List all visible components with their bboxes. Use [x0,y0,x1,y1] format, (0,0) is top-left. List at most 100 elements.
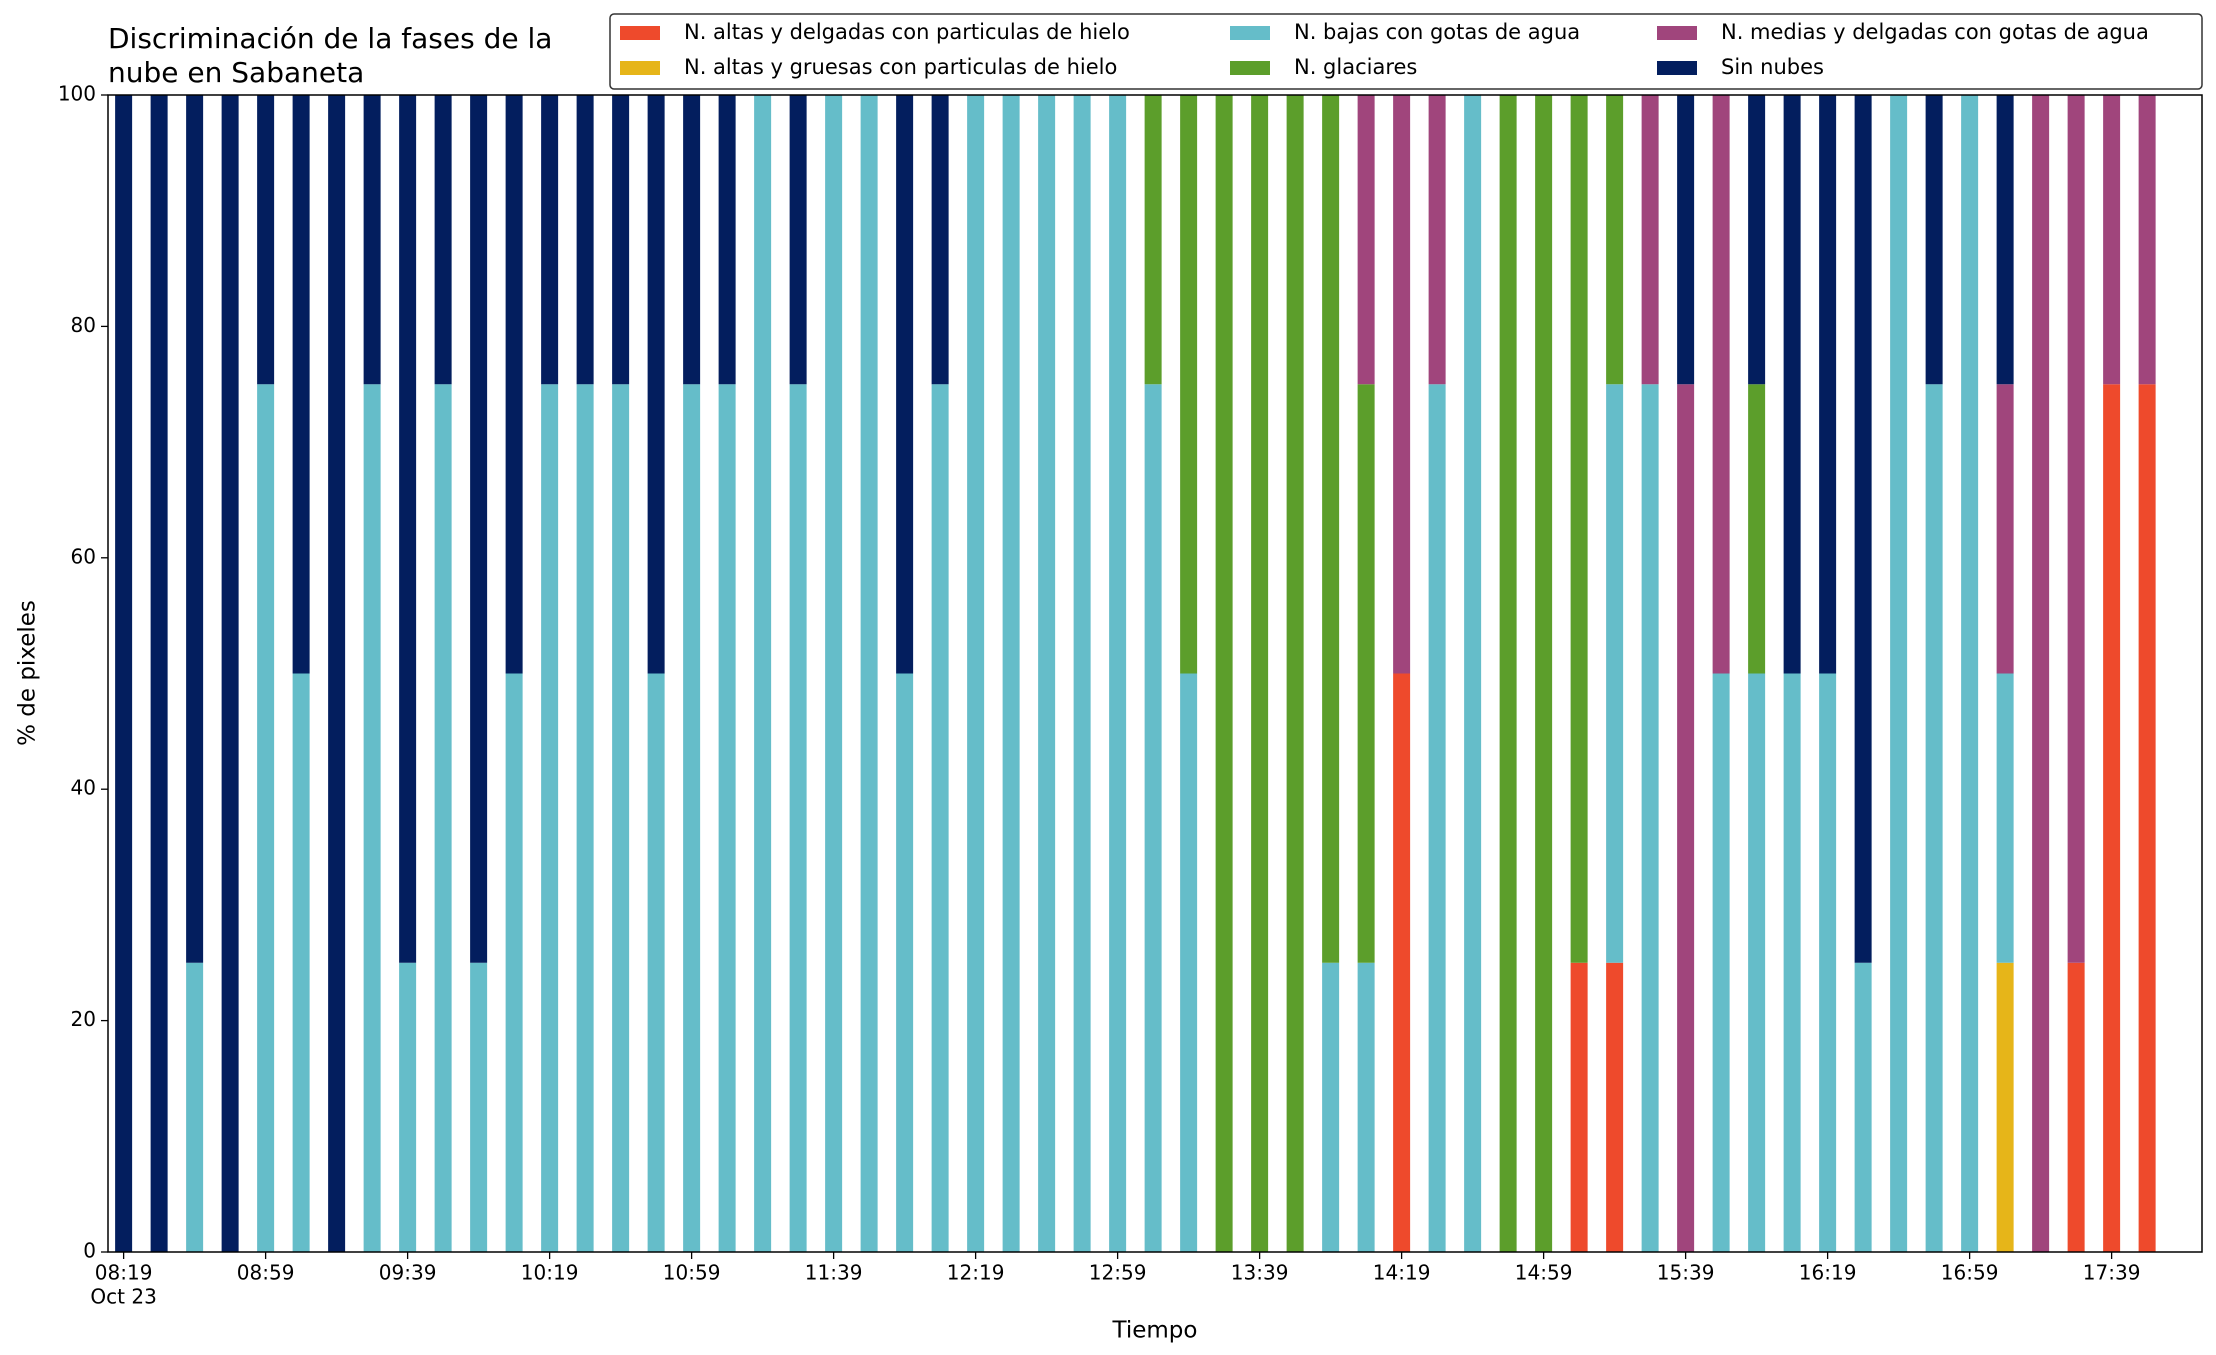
bar-segment [967,95,985,1252]
x-tick-label: 09:39 [379,1261,437,1285]
x-tick-label: 14:19 [1373,1261,1431,1285]
legend-text: N. altas y gruesas con particulas de hie… [684,55,1117,79]
y-tick-label: 60 [71,544,96,568]
bar-segment [1854,962,1872,1252]
bar-segment [1286,95,1304,1252]
legend-swatch [620,61,660,75]
bar-segment [1783,95,1801,674]
bar-segment [2138,95,2156,385]
bar-segment [328,95,346,1252]
y-tick-label: 80 [71,313,96,337]
legend-swatch [1230,61,1270,75]
bar-segment [1819,673,1837,1252]
bar-segment [292,673,310,1252]
bar-segment [931,384,949,1252]
legend-text: N. medias y delgadas con gotas de agua [1721,20,2149,44]
bar-segment [612,95,630,385]
bar-segment [470,95,488,963]
bar-segment [1144,95,1162,385]
bar-segment [1322,95,1340,963]
bar-segment [1144,384,1162,1252]
x-tick-label: 16:59 [1941,1261,1999,1285]
legend-swatch [1657,26,1697,40]
bar-segment [718,384,736,1252]
y-axis-label: % de pixeles [15,600,41,746]
bar-segment [1357,384,1375,963]
bar-segment [186,95,204,963]
chart-title: Discriminación de la fases de la [108,22,552,55]
bar-segment [1819,95,1837,674]
bar-segment [1535,95,1553,1252]
x-axis-label: Tiempo [1112,1318,1198,1344]
bar-segment [896,95,914,674]
bar-segment [434,95,452,385]
bar-segment [434,384,452,1252]
x-tick-label: 17:39 [2083,1261,2141,1285]
bar-segment [896,673,914,1252]
legend-text: N. glaciares [1294,55,1417,79]
bar-segment [505,95,523,674]
x-tick-label: 13:39 [1231,1261,1289,1285]
bar-segment [647,95,665,674]
legend-text: Sin nubes [1721,55,1824,79]
bar-segment [1109,95,1127,1252]
bar-segment [1712,673,1730,1252]
bar-segment [1677,384,1695,1252]
bar-segment [1357,962,1375,1252]
bar-segment [1180,673,1198,1252]
bar-segment [150,95,168,1252]
x-tick-label: 10:19 [521,1261,579,1285]
bar-segment [221,95,239,1252]
bar-segment [1677,95,1695,385]
bar-segment [789,384,807,1252]
legend-text: N. bajas con gotas de agua [1294,20,1580,44]
x-tick-label: 16:19 [1799,1261,1857,1285]
x-tick-label: 11:39 [805,1261,863,1285]
bar-segment [399,962,417,1252]
bar-segment [1748,384,1766,674]
bar-segment [1002,95,1020,1252]
bar-segment [1251,95,1269,1252]
bar-segment [1570,95,1588,963]
bar-segment [1748,673,1766,1252]
x-tick-sublabel: Oct 23 [90,1285,156,1309]
bar-segment [1606,384,1624,963]
bar-segment [576,384,594,1252]
bar-segment [1925,384,1943,1252]
bar-segment [1464,95,1482,1252]
bar-segment [683,95,701,385]
bar-segment [186,962,204,1252]
bar-segment [1180,95,1198,674]
bar-segment [505,673,523,1252]
bar-segment [470,962,488,1252]
bar-segment [2138,384,2156,1252]
bar-segment [1428,384,1446,1252]
bar-segment [860,95,878,1252]
bar-segment [1215,95,1233,1252]
bar-segment [2103,95,2121,385]
bar-segment [754,95,772,1252]
bar-segment [115,95,133,1252]
bar-segment [2067,962,2085,1252]
bar-segment [1393,673,1411,1252]
bar-segment [1712,95,1730,674]
bar-segment [1854,95,1872,963]
legend-swatch [1230,26,1270,40]
bar-segment [1961,95,1979,1252]
x-tick-label: 12:19 [947,1261,1005,1285]
bar-segment [1073,95,1091,1252]
bar-segment [1996,384,2014,674]
x-tick-label: 08:59 [237,1261,295,1285]
bar-segment [647,673,665,1252]
legend-text: N. altas y delgadas con particulas de hi… [684,20,1130,44]
x-tick-label: 08:19 [95,1261,153,1285]
bar-segment [292,95,310,674]
bar-segment [1748,95,1766,385]
plot-frame [107,94,2203,1253]
bar-segment [1996,95,2014,385]
y-tick-label: 40 [71,776,96,800]
bar-segment [1499,95,1517,1252]
bar-segment [1783,673,1801,1252]
bar-segment [363,95,381,385]
